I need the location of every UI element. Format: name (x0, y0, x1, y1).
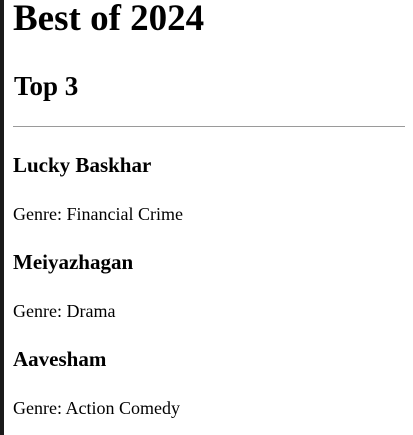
page-title: Best of 2024 (13, 0, 205, 39)
movie-genre: Genre: Drama (13, 301, 116, 321)
window-left-border (0, 0, 4, 435)
divider (13, 126, 405, 127)
movie-title: Meiyazhagan (13, 250, 134, 274)
movie-title: Aavesham (13, 347, 107, 371)
movie-genre: Genre: Action Comedy (13, 398, 180, 418)
section-title: Top 3 (14, 71, 79, 101)
movie-title: Lucky Baskhar (13, 153, 152, 177)
movie-genre: Genre: Financial Crime (13, 204, 183, 224)
